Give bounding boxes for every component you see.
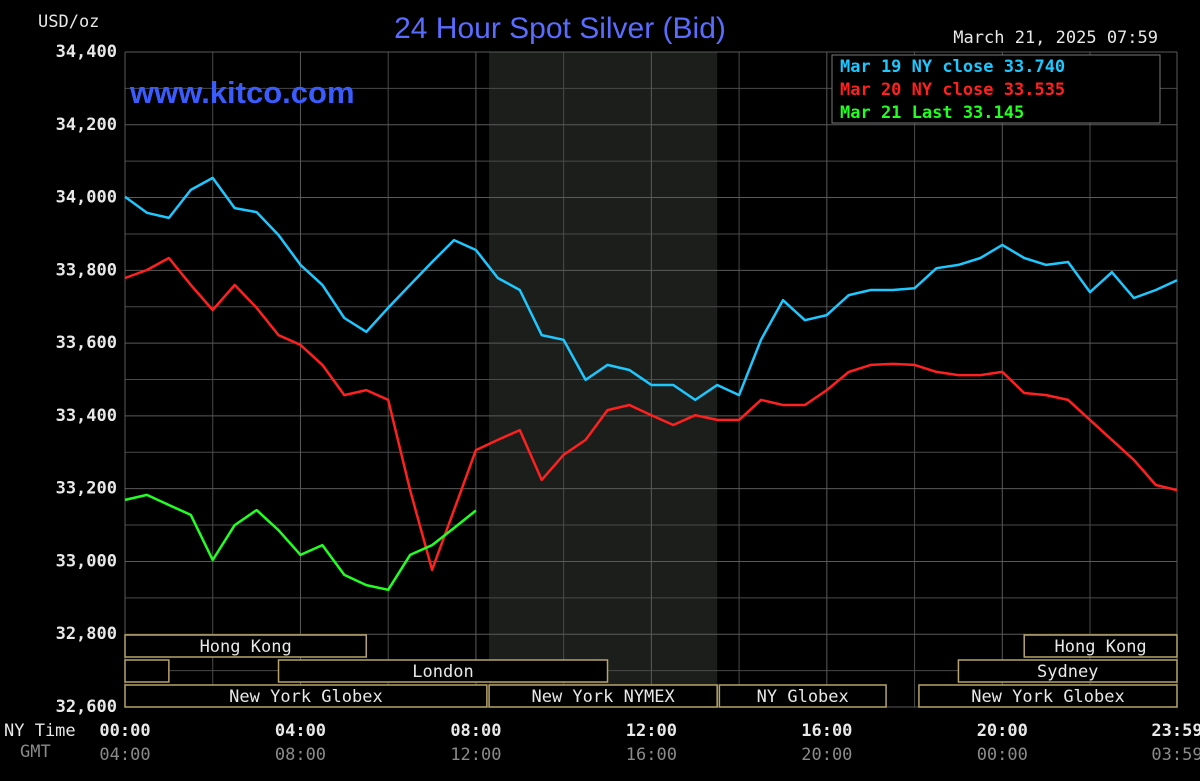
session-label: London — [412, 662, 473, 682]
session-box — [124, 634, 368, 658]
x-tick-label: 08:00 — [450, 721, 501, 741]
x-tick-label: 12:00 — [626, 721, 677, 741]
timestamp: March 21, 2025 07:59 — [953, 28, 1158, 48]
session-box — [957, 659, 1178, 683]
x2-tick-label: 00:00 — [977, 745, 1028, 765]
y-tick-label: 33,000 — [56, 551, 117, 571]
x2-tick-label: 20:00 — [801, 745, 852, 765]
plot: 32,600 32,800 33,000 33,200 33,400 33,600 33,8… — [56, 42, 1200, 765]
session-label: NY Globex — [757, 687, 849, 707]
y-tick-label: 32,600 — [56, 697, 117, 717]
session-label: New York NYMEX — [531, 687, 675, 707]
x-tick-label: 20:00 — [977, 721, 1028, 741]
y-tick-label: 33,800 — [56, 260, 117, 280]
session-box — [1023, 634, 1178, 658]
x-tick-label: 23:59 — [1151, 721, 1200, 741]
session-box — [124, 684, 488, 708]
y-tick-label: 34,000 — [56, 188, 117, 208]
legend-entry: Mar 21 Last 33.145 — [840, 103, 1024, 123]
y-tick-label: 32,800 — [56, 624, 117, 644]
session-label: New York Globex — [229, 687, 383, 707]
session-box — [718, 684, 887, 708]
legend-box — [831, 54, 1161, 124]
session-box — [277, 659, 609, 683]
session-box — [124, 659, 170, 683]
x2-tick-label: 08:00 — [275, 745, 326, 765]
session-label: New York Globex — [971, 687, 1125, 707]
session-label: Hong Kong — [200, 637, 292, 657]
x2-tick-label: 16:00 — [626, 745, 677, 765]
legend-entry: Mar 20 NY close 33.535 — [840, 80, 1065, 100]
price-line — [124, 256, 1178, 572]
x-axis-label: NY Time — [4, 721, 76, 741]
x2-tick-label: 04:00 — [99, 745, 150, 765]
session-label: Sydney — [1037, 662, 1098, 682]
session-box — [488, 684, 718, 708]
price-line — [124, 176, 1178, 402]
x2-tick-label: 12:00 — [450, 745, 501, 765]
watermark: www.kitco.com — [129, 75, 355, 110]
x-tick-label: 04:00 — [275, 721, 326, 741]
session-box — [918, 684, 1178, 708]
y-tick-label: 34,400 — [56, 42, 117, 62]
y-unit: USD/oz — [38, 12, 99, 32]
y-tick-label: 33,400 — [56, 406, 117, 426]
price-line — [124, 493, 477, 592]
session-label: Hong Kong — [1055, 637, 1147, 657]
x-tick-label: 16:00 — [801, 721, 852, 741]
legend-entry: Mar 19 NY close 33.740 — [840, 57, 1065, 77]
y-tick-label: 33,600 — [56, 333, 117, 353]
y-tick-label: 34,200 — [56, 115, 117, 135]
x-tick-label: 00:00 — [99, 721, 150, 741]
y-tick-label: 33,200 — [56, 479, 117, 499]
x2-tick-label: 03:59 — [1151, 745, 1200, 765]
x2-axis-label: GMT — [20, 742, 51, 762]
chart-title: 24 Hour Spot Silver (Bid) — [394, 12, 726, 45]
